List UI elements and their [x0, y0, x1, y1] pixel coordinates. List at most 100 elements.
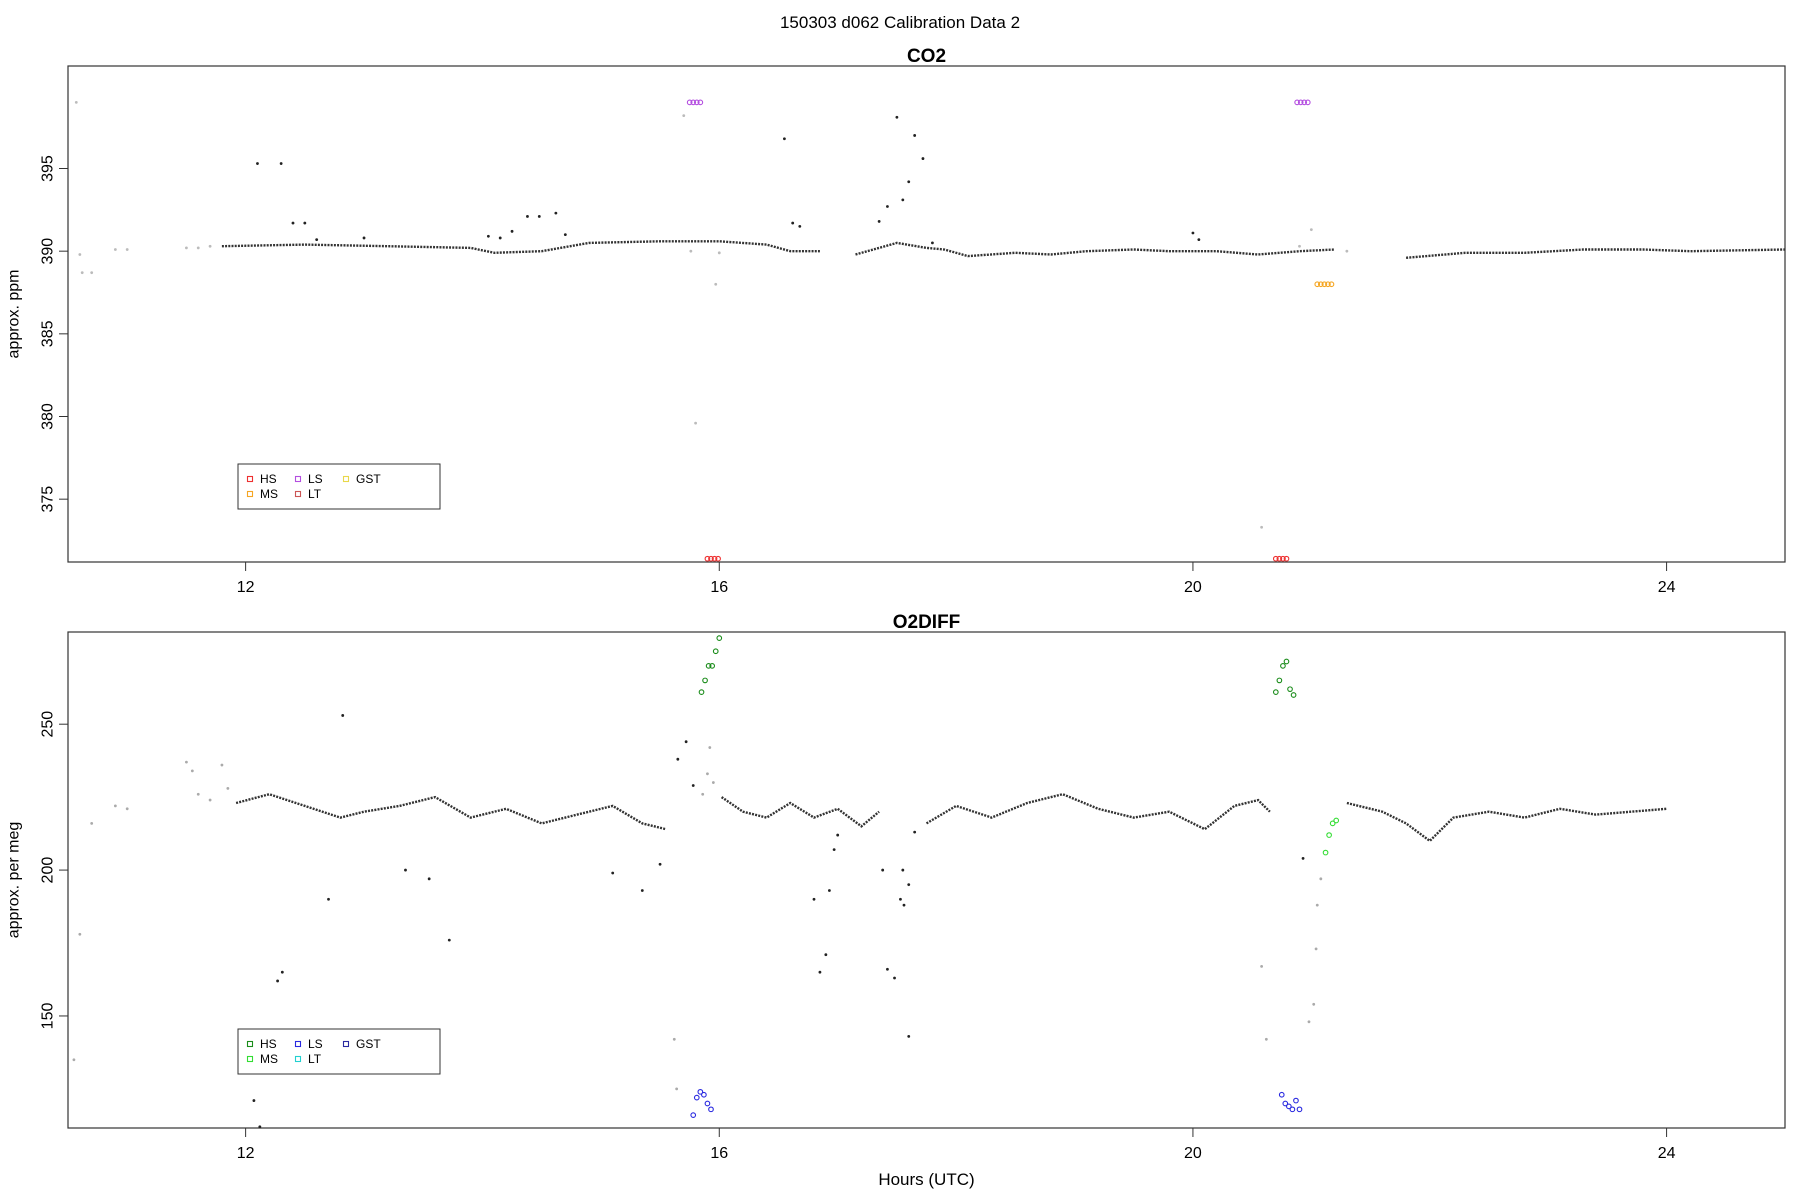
data-point [716, 635, 723, 641]
data-point [693, 1094, 700, 1101]
data-point [1276, 677, 1283, 684]
data-point [682, 114, 686, 117]
data-point [1191, 231, 1195, 235]
y-tick-label: 390 [40, 238, 57, 265]
x-tick-label: 20 [1184, 1145, 1202, 1162]
data-point [1321, 281, 1328, 288]
data-point [1345, 249, 1349, 253]
data-point [252, 1099, 256, 1102]
data-point [1260, 525, 1264, 529]
legend-label: LT [308, 1052, 322, 1066]
data-point [1278, 1091, 1285, 1098]
data-point [1282, 1100, 1289, 1107]
legend-label: HS [260, 472, 277, 486]
data-point [921, 157, 925, 160]
data-point [1319, 877, 1323, 881]
data-point [877, 220, 881, 223]
data-point [341, 714, 345, 717]
data-point [196, 792, 200, 796]
data-point [1289, 1106, 1296, 1113]
data-point [554, 211, 558, 215]
data-point [907, 180, 911, 184]
legend-label: MS [260, 1052, 278, 1066]
data-point [327, 897, 330, 901]
data-point [279, 162, 283, 165]
y-axis-label: approx. per meg [6, 822, 23, 939]
data-point [1197, 238, 1201, 242]
data-point [1272, 555, 1279, 562]
data-point [886, 205, 889, 208]
legend-label: GST [356, 472, 381, 486]
data-point [447, 938, 451, 942]
data-point [791, 221, 795, 225]
data-point [705, 662, 712, 669]
data-point [427, 877, 431, 881]
y-tick-label: 200 [40, 857, 57, 884]
data-point [1276, 555, 1283, 562]
data-point [818, 970, 822, 974]
data-point [697, 1088, 704, 1095]
o2diff-panel: O2DIFF 12 16 20 24 150 200 250 approx. per meg Ho… [6, 612, 1786, 1189]
plot-frame [67, 631, 1786, 1129]
series-trace [1405, 248, 1786, 259]
data-point [1280, 662, 1286, 669]
series-trace [221, 240, 820, 255]
data-point [226, 786, 230, 790]
data-point [836, 833, 840, 837]
data-point [113, 248, 117, 251]
data-point [1285, 1103, 1292, 1110]
data-point [798, 224, 802, 228]
x-tick-label: 12 [237, 579, 255, 596]
y-tick-label: 250 [40, 711, 57, 738]
data-point [1312, 1002, 1316, 1006]
data-point [1329, 820, 1336, 827]
legend-marker [294, 1040, 302, 1048]
data-point [208, 798, 212, 802]
data-point [208, 244, 212, 248]
data-point [1297, 99, 1304, 106]
data-point [113, 804, 117, 808]
data-point [125, 248, 129, 251]
x-tick-label: 12 [237, 1145, 255, 1162]
data-point [1328, 281, 1335, 288]
data-point [315, 238, 319, 242]
y-tick-label: 395 [40, 155, 57, 182]
data-point [675, 1087, 679, 1091]
data-point [693, 99, 700, 106]
data-point [276, 979, 279, 983]
data-point [258, 1125, 262, 1129]
data-point [901, 868, 905, 872]
data-point [1301, 857, 1305, 860]
y-tick-label: 375 [40, 486, 57, 513]
data-point [510, 229, 514, 233]
legend-marker [246, 1055, 254, 1063]
data-point [1301, 99, 1308, 106]
data-point [1333, 817, 1340, 824]
data-point [913, 134, 917, 137]
data-point [640, 889, 644, 892]
data-point [526, 215, 529, 218]
data-point [931, 241, 934, 245]
data-point [1322, 849, 1329, 856]
data-point [704, 555, 711, 562]
data-point [1309, 228, 1313, 232]
data-point [1260, 964, 1264, 968]
data-point [1317, 281, 1324, 288]
data-point [1326, 832, 1332, 838]
series-trace [925, 792, 1271, 831]
data-point [672, 1037, 676, 1041]
data-point [90, 821, 94, 825]
legend-box [237, 1028, 441, 1075]
data-point [893, 976, 896, 980]
data-point [1304, 99, 1311, 106]
x-tick-label: 16 [710, 579, 728, 596]
data-point [291, 221, 295, 225]
series-trace [720, 796, 880, 828]
data-point [280, 970, 284, 974]
data-point [704, 1100, 711, 1107]
data-point [709, 662, 716, 669]
legend-marker [342, 475, 350, 483]
legend-box [237, 463, 441, 510]
data-point [708, 1106, 714, 1113]
